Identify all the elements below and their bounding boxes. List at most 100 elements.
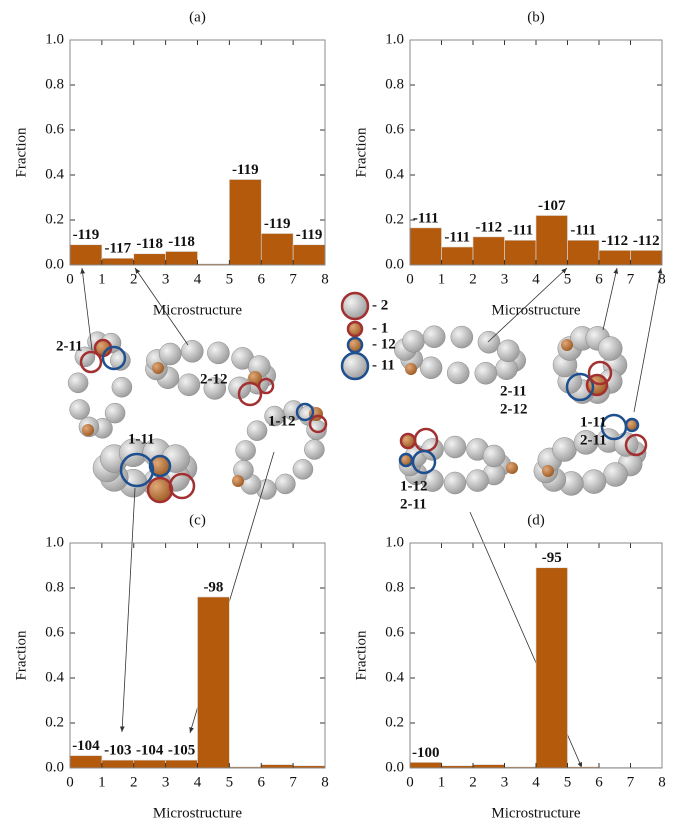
value-label: -107: [538, 198, 566, 214]
x-tick-label: 0: [66, 774, 74, 790]
bar: [134, 760, 166, 768]
sphere: [444, 472, 466, 494]
value-label: -100: [412, 745, 440, 761]
sphere: [207, 342, 229, 364]
sphere: [247, 421, 267, 441]
bar: [536, 568, 568, 768]
end-sphere: [626, 419, 638, 431]
x-tick-label: 7: [289, 271, 297, 287]
y-axis-label: Fraction: [353, 127, 369, 177]
end-sphere: [542, 465, 554, 477]
y-tick-label: 0.2: [385, 714, 404, 730]
sphere: [467, 470, 489, 492]
bar: [442, 247, 474, 265]
x-tick-label: 2: [469, 271, 477, 287]
x-tick-label: 1: [98, 271, 106, 287]
arrow: [634, 268, 661, 412]
sphere: [444, 436, 466, 458]
y-tick-label: 0.4: [385, 166, 404, 182]
y-tick-label: 0.0: [45, 759, 64, 775]
x-tick-label: 1: [98, 774, 106, 790]
value-label: -104: [72, 738, 100, 754]
x-tick-label: 2: [469, 774, 477, 790]
y-tick-label: 0.4: [45, 166, 64, 182]
sphere: [447, 362, 469, 384]
x-axis-label: Microstructure: [491, 805, 580, 821]
end-sphere: [148, 478, 172, 502]
value-label: -119: [232, 162, 259, 178]
sphere: [236, 440, 256, 460]
structure-label: 1-11: [580, 414, 607, 430]
x-tick-label: 4: [194, 271, 202, 287]
sphere: [478, 331, 500, 353]
panel-title: (b): [527, 9, 545, 25]
legend-label: - 1: [372, 320, 388, 336]
sphere: [553, 437, 577, 461]
sphere: [598, 337, 622, 361]
x-tick-label: 7: [289, 774, 297, 790]
legend-label: - 11: [372, 357, 395, 373]
y-tick-label: 0.4: [45, 669, 64, 685]
value-label: -112: [601, 233, 628, 249]
x-axis-label: Microstructure: [491, 302, 580, 318]
bar: [134, 254, 166, 265]
value-label: -117: [104, 241, 131, 257]
x-tick-label: 3: [501, 271, 509, 287]
sphere: [451, 326, 473, 348]
structure-label: 1-12: [268, 413, 296, 429]
bar: [261, 234, 293, 266]
sphere: [68, 373, 88, 393]
x-tick-label: 6: [258, 271, 266, 287]
arrow: [603, 268, 617, 330]
bar: [293, 245, 325, 265]
end-sphere: [401, 434, 415, 448]
x-tick-label: 3: [501, 774, 509, 790]
legend-symbol: [342, 353, 368, 379]
x-tick-label: 4: [532, 774, 540, 790]
y-axis-label: Fraction: [13, 127, 29, 177]
legend-symbol: [348, 322, 362, 336]
x-tick-label: 8: [321, 271, 329, 287]
value-label: -111: [570, 223, 596, 239]
sphere: [420, 357, 442, 379]
y-tick-label: 0.0: [385, 759, 404, 775]
sphere: [275, 474, 295, 494]
y-tick-label: 0.6: [45, 624, 64, 640]
bar: [410, 228, 442, 265]
bar: [198, 597, 230, 768]
value-label: -112: [475, 219, 502, 235]
value-label: -119: [264, 216, 291, 232]
end-sphere: [152, 362, 164, 374]
x-tick-label: 1: [438, 271, 446, 287]
y-tick-label: 0.2: [385, 211, 404, 227]
x-tick-label: 4: [194, 774, 202, 790]
y-tick-label: 0.2: [45, 714, 64, 730]
structure-label: 1-11: [128, 431, 155, 447]
x-tick-label: 8: [658, 774, 666, 790]
y-tick-label: 0.6: [385, 624, 404, 640]
sphere: [293, 459, 313, 479]
bar: [568, 240, 600, 265]
arrow: [82, 268, 92, 350]
sphere: [497, 340, 519, 362]
sphere: [582, 470, 606, 494]
x-tick-label: 7: [627, 774, 635, 790]
bar: [70, 756, 102, 768]
x-tick-label: 2: [130, 774, 138, 790]
sphere: [403, 330, 425, 352]
sphere: [178, 374, 200, 396]
x-tick-label: 2: [130, 271, 138, 287]
value-label: -118: [168, 234, 195, 250]
end-sphere: [506, 462, 518, 474]
y-tick-label: 1.0: [45, 534, 64, 550]
legend-label: - 12: [372, 336, 396, 352]
bar: [70, 245, 102, 265]
structure-label: 2-11: [580, 432, 607, 448]
x-tick-label: 6: [595, 774, 603, 790]
x-tick-label: 3: [162, 271, 170, 287]
structure-label: 1-12: [400, 478, 428, 494]
y-axis-label: Fraction: [353, 630, 369, 680]
structure-label: 2-12: [200, 371, 228, 387]
bar: [102, 258, 134, 265]
sphere: [159, 343, 181, 365]
